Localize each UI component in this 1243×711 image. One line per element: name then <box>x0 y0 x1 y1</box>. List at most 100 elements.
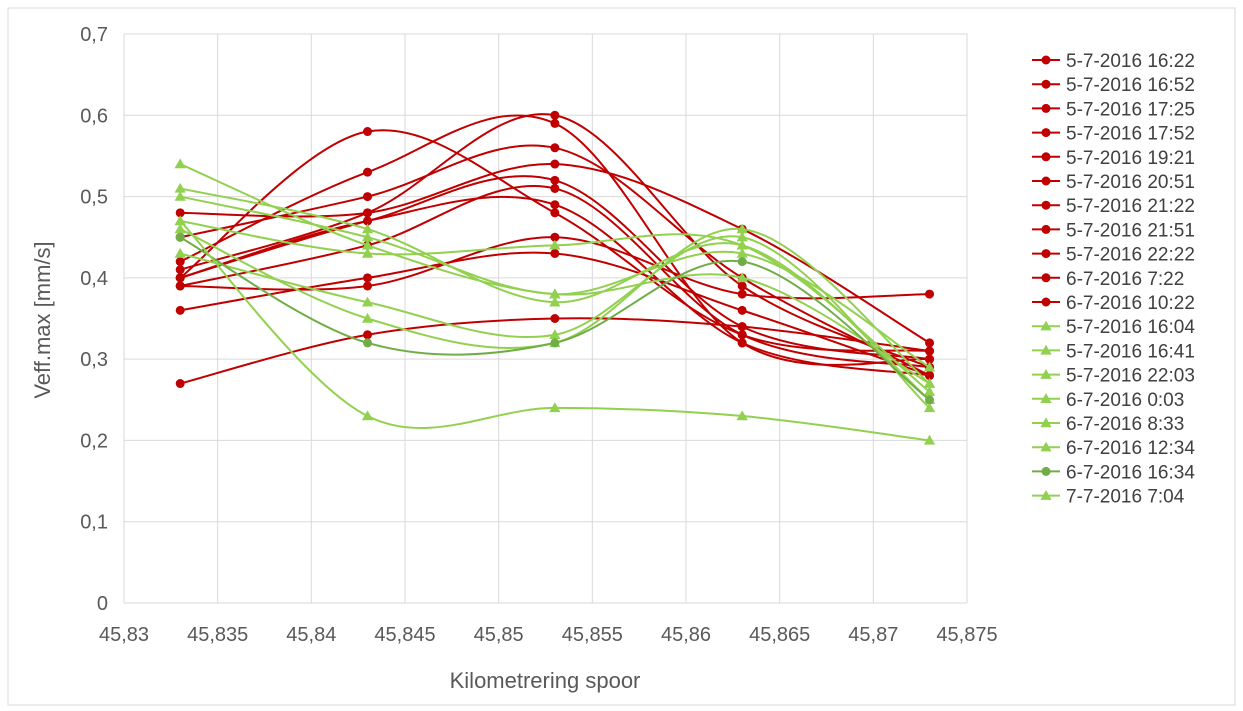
legend-label: 5-7-2016 17:52 <box>1066 124 1195 145</box>
legend-marker <box>1041 152 1051 162</box>
legend-item: 5-7-2016 16:52 <box>1032 75 1195 96</box>
data-point <box>925 346 935 356</box>
legend-marker <box>1041 249 1051 259</box>
data-point <box>363 330 373 340</box>
legend-item: 6-7-2016 12:34 <box>1032 438 1195 459</box>
legend-item: 6-7-2016 8:33 <box>1032 414 1184 435</box>
data-point <box>549 329 561 339</box>
legend-label: 5-7-2016 22:22 <box>1066 245 1195 266</box>
data-point <box>549 402 561 413</box>
legend-label: 6-7-2016 12:34 <box>1066 438 1195 459</box>
legend-label: 6-7-2016 0:03 <box>1066 390 1184 411</box>
data-point <box>925 370 935 380</box>
x-tick-label: 45,86 <box>661 624 711 646</box>
data-point <box>550 200 560 210</box>
y-tick-label: 0,2 <box>80 430 108 452</box>
x-tick-label: 45,85 <box>474 624 524 646</box>
data-point <box>736 239 748 250</box>
data-point <box>175 281 185 291</box>
legend-label: 5-7-2016 16:41 <box>1066 341 1195 362</box>
legend-marker <box>1041 466 1051 476</box>
data-point <box>361 410 374 421</box>
data-point <box>363 273 373 283</box>
data-point <box>925 289 935 299</box>
y-tick-label: 0,7 <box>80 24 108 46</box>
y-tick-label: 0,1 <box>80 512 108 534</box>
data-point <box>175 257 185 267</box>
data-point <box>549 239 561 250</box>
data-point <box>737 338 747 348</box>
legend-label: 6-7-2016 10:22 <box>1066 293 1195 314</box>
data-point <box>175 379 185 389</box>
data-point <box>925 354 935 364</box>
data-point <box>549 288 561 299</box>
data-point <box>363 208 373 218</box>
data-point <box>550 338 560 348</box>
legend-label: 5-7-2016 21:22 <box>1066 196 1195 217</box>
data-point <box>737 281 747 291</box>
data-point <box>175 232 185 242</box>
legend-label: 5-7-2016 19:21 <box>1066 148 1195 169</box>
data-point <box>736 272 748 283</box>
series-line <box>179 220 930 442</box>
data-point <box>174 182 186 193</box>
legend-marker <box>1041 273 1051 283</box>
legend-item: 5-7-2016 22:03 <box>1032 366 1195 387</box>
x-tick-label: 45,84 <box>286 624 336 646</box>
legend-marker <box>1041 176 1051 186</box>
legend-marker <box>1041 103 1051 113</box>
data-point <box>174 223 186 234</box>
data-point <box>363 338 373 348</box>
data-point <box>550 208 560 218</box>
x-tick-label: 45,845 <box>374 624 435 646</box>
data-point <box>923 361 936 372</box>
y-tick-label: 0,6 <box>80 105 108 127</box>
legend-marker <box>1040 368 1052 379</box>
data-point <box>361 296 374 307</box>
data-point <box>363 281 373 291</box>
series-11 <box>175 195 935 380</box>
data-point <box>175 305 185 315</box>
x-tick-label: 45,865 <box>749 624 810 646</box>
data-point <box>174 158 186 169</box>
legend-marker <box>1040 489 1052 500</box>
data-point <box>363 216 373 226</box>
x-axis-title: Kilometrering spoor <box>450 668 641 693</box>
legend-label: 5-7-2016 16:22 <box>1066 51 1195 72</box>
x-tick-label: 45,875 <box>936 624 997 646</box>
legend-item: 5-7-2016 22:22 <box>1032 245 1195 266</box>
data-point <box>550 118 560 128</box>
data-point <box>737 289 747 299</box>
data-point <box>174 190 186 201</box>
x-tick-label: 45,87 <box>848 624 898 646</box>
data-point <box>175 265 185 275</box>
data-point <box>550 232 560 242</box>
legend-label: 6-7-2016 7:22 <box>1066 269 1184 290</box>
data-point <box>363 192 373 202</box>
data-point <box>361 239 374 250</box>
data-point <box>737 257 747 267</box>
x-tick-label: 45,835 <box>187 624 248 646</box>
data-point <box>363 127 373 137</box>
data-point <box>550 183 560 193</box>
legend-item: 7-7-2016 7:04 <box>1032 487 1185 508</box>
data-point <box>174 215 186 226</box>
legend-marker <box>1041 200 1051 210</box>
series-line <box>179 235 931 409</box>
legend-label: 6-7-2016 16:34 <box>1066 462 1195 483</box>
series-18 <box>175 232 935 405</box>
series-14 <box>174 190 936 372</box>
data-point <box>550 314 560 323</box>
y-tick-label: 0 <box>97 593 108 615</box>
legend-item: 6-7-2016 10:22 <box>1032 293 1195 314</box>
legend-item: 6-7-2016 7:22 <box>1032 269 1184 290</box>
data-point <box>925 395 935 405</box>
legend-marker <box>1041 79 1051 89</box>
y-axis-title: Veff.max [mm/s] <box>30 241 55 398</box>
data-point <box>175 273 185 283</box>
data-point <box>550 159 560 169</box>
series-3 <box>175 232 935 300</box>
data-point <box>923 377 936 388</box>
data-point <box>737 330 747 340</box>
legend-label: 7-7-2016 7:04 <box>1066 487 1185 508</box>
